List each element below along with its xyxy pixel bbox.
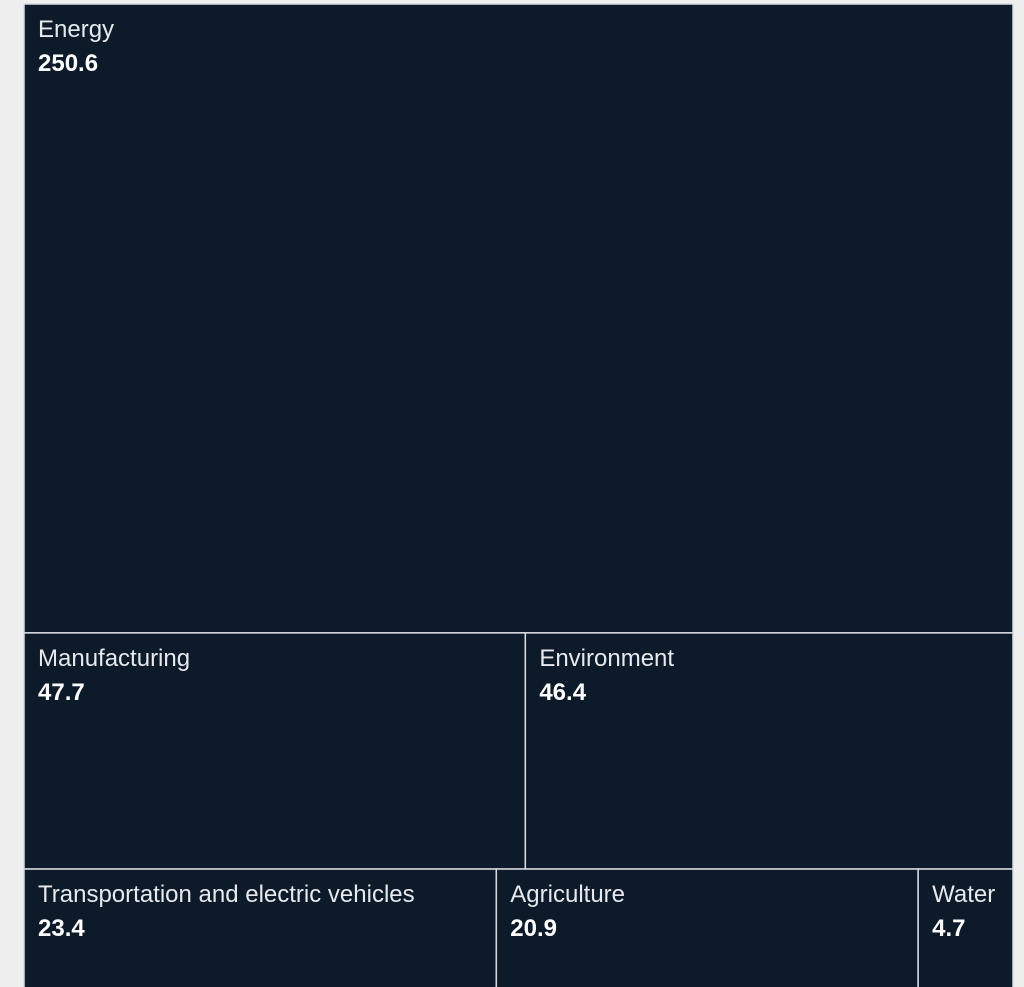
cell-value: 47.7 bbox=[38, 679, 85, 706]
treemap-cell bbox=[23, 632, 527, 870]
cell-label: Water bbox=[932, 881, 995, 908]
treemap-cell bbox=[524, 632, 1014, 870]
cell-label: Environment bbox=[539, 645, 674, 672]
treemap-cell bbox=[23, 868, 498, 987]
cell-label: Manufacturing bbox=[38, 645, 190, 672]
treemap-cell bbox=[23, 3, 1014, 634]
cell-label: Energy bbox=[38, 16, 114, 43]
cell-value: 250.6 bbox=[38, 50, 98, 77]
cell-label: Transportation and electric vehicles bbox=[38, 881, 415, 908]
cell-value: 20.9 bbox=[510, 915, 557, 942]
cell-label: Agriculture bbox=[510, 881, 625, 908]
cell-value: 46.4 bbox=[539, 679, 586, 706]
treemap-cell bbox=[917, 868, 1014, 987]
cell-value: 4.7 bbox=[932, 915, 965, 942]
treemap-cell bbox=[495, 868, 919, 987]
cell-value: 23.4 bbox=[38, 915, 85, 942]
